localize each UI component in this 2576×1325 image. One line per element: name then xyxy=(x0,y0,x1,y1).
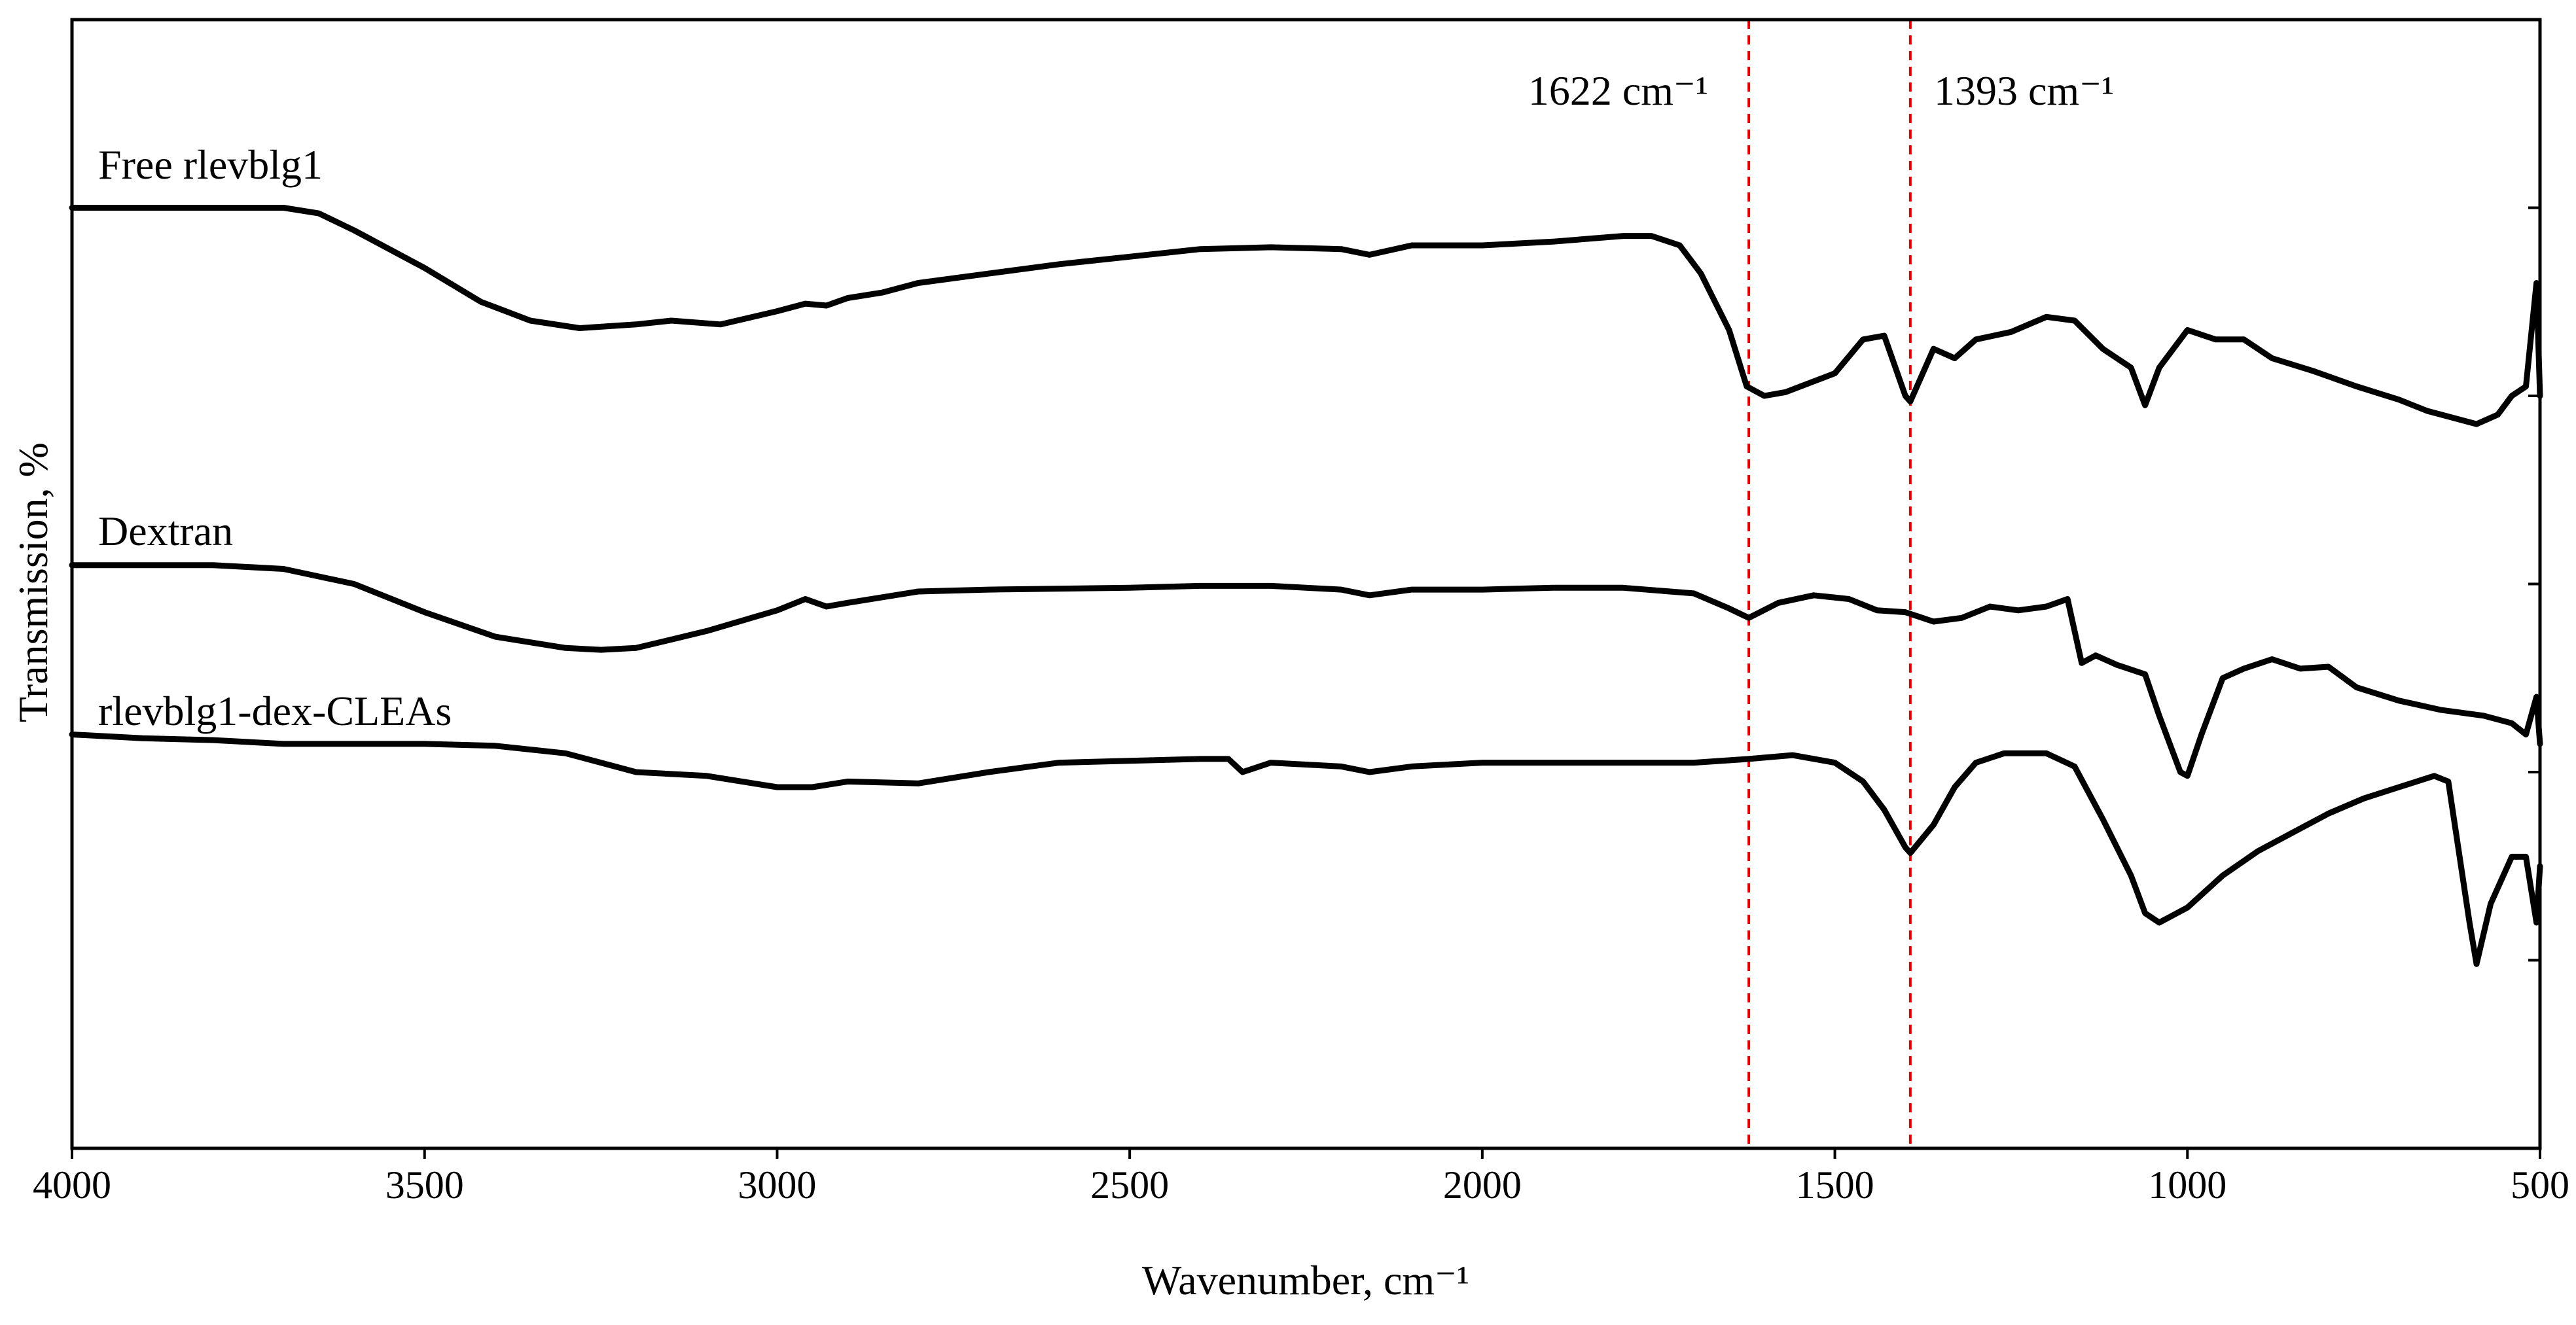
series-line-rlevblg1-dex-cleas xyxy=(69,732,2543,967)
series-label-dextran: Dextran xyxy=(98,508,233,554)
x-tick-label-3000: 3000 xyxy=(738,1163,816,1207)
peak-label-1622: 1622 cm⁻¹ xyxy=(1528,67,1708,114)
plot-frame xyxy=(70,18,2542,1150)
x-tick-label-1000: 1000 xyxy=(2148,1163,2227,1207)
series-layer xyxy=(69,205,2543,967)
y-axis-title: Transmission, % xyxy=(10,442,56,722)
x-tick-label-2000: 2000 xyxy=(1443,1163,1522,1207)
peak-label-1393: 1393 cm⁻¹ xyxy=(1934,67,2114,114)
series-label-free-rlevblg1: Free rlevblg1 xyxy=(98,141,323,188)
marker-layer xyxy=(1747,20,1912,1148)
series-line-free-rlevblg1 xyxy=(69,205,2543,427)
x-tick-label-4000: 4000 xyxy=(33,1163,111,1207)
x-axis-title: Wavenumber, cm⁻¹ xyxy=(1142,1257,1469,1303)
x-tick-label-1500: 1500 xyxy=(1796,1163,1874,1207)
x-axis-ticks: 4000 3500 3000 2500 2000 1500 1000 500 xyxy=(33,1148,2569,1207)
series-label-rlevblg1-dex-cleas: rlevblg1-dex-CLEAs xyxy=(98,688,452,734)
series-line-dextran xyxy=(69,562,2543,779)
x-tick-label-500: 500 xyxy=(2511,1163,2569,1207)
x-tick-label-2500: 2500 xyxy=(1090,1163,1169,1207)
y-axis-ticks xyxy=(2528,206,2540,962)
x-tick-label-3500: 3500 xyxy=(385,1163,464,1207)
